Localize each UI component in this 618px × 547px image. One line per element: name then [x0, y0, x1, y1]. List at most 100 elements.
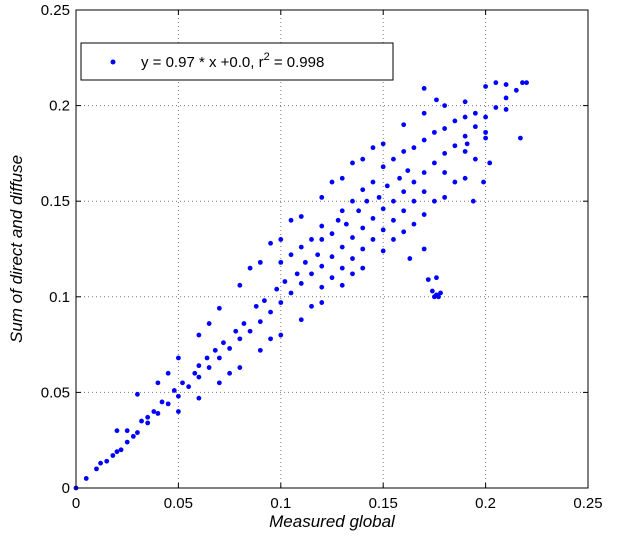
- data-point: [278, 237, 284, 242]
- data-point: [360, 187, 366, 193]
- data-point: [155, 380, 161, 386]
- data-point: [343, 221, 349, 227]
- data-point: [339, 282, 345, 288]
- data-point: [237, 365, 243, 370]
- data-point: [196, 395, 202, 401]
- x-tick-label: 0: [72, 495, 80, 512]
- data-point: [114, 449, 120, 455]
- data-point: [298, 214, 304, 219]
- y-axis-title: Sum of direct and diffuse: [7, 155, 26, 343]
- data-point: [493, 80, 499, 86]
- data-point: [268, 336, 273, 342]
- data-points: [73, 80, 529, 491]
- plot-frame: [75, 9, 589, 489]
- data-point: [298, 244, 304, 250]
- data-point: [411, 179, 417, 185]
- data-point: [216, 355, 222, 361]
- data-point: [503, 107, 509, 112]
- data-point: [356, 208, 362, 214]
- data-point: [452, 143, 458, 149]
- data-point: [380, 248, 386, 254]
- data-point: [212, 347, 218, 353]
- data-point: [483, 114, 488, 120]
- data-point: [319, 300, 325, 305]
- data-point: [432, 129, 437, 135]
- data-point: [380, 227, 386, 233]
- data-point: [429, 288, 435, 294]
- grid-lines: [76, 10, 588, 488]
- data-point: [104, 458, 110, 464]
- data-point: [159, 399, 165, 405]
- data-point: [364, 198, 370, 204]
- data-point: [483, 135, 488, 141]
- data-point: [241, 321, 247, 326]
- data-point: [350, 235, 355, 240]
- data-point: [462, 114, 468, 120]
- data-point: [329, 275, 335, 281]
- data-point: [503, 95, 509, 101]
- data-point: [401, 189, 407, 195]
- data-point: [237, 336, 243, 342]
- data-point: [135, 430, 140, 435]
- data-point: [294, 271, 300, 277]
- data-point: [370, 145, 376, 151]
- data-point: [282, 279, 288, 284]
- data-point: [309, 271, 314, 277]
- legend-marker: [110, 59, 116, 65]
- data-point: [493, 105, 499, 110]
- data-point: [380, 141, 386, 147]
- axis-ticks: [75, 9, 589, 489]
- y-tick-label: 0: [62, 480, 70, 497]
- data-point: [204, 355, 210, 361]
- data-point: [319, 263, 325, 269]
- data-point: [421, 189, 427, 195]
- data-point: [288, 217, 294, 223]
- data-point: [442, 194, 448, 200]
- data-point: [472, 124, 478, 130]
- plot-background: [76, 10, 588, 488]
- data-point: [462, 133, 468, 139]
- data-point: [370, 179, 376, 185]
- y-tick-label: 0.15: [41, 193, 70, 210]
- data-point: [452, 118, 458, 124]
- data-point: [262, 298, 267, 304]
- y-tick-label: 0.2: [49, 98, 70, 115]
- data-point: [350, 160, 355, 166]
- data-point: [462, 99, 468, 105]
- data-point: [442, 103, 448, 108]
- data-point: [503, 82, 509, 87]
- data-point: [247, 265, 253, 271]
- data-point: [350, 198, 355, 204]
- x-tick-label: 0.1: [270, 495, 291, 512]
- legend-label: y = 0.97 * x +0.0, r2 = 0.998: [141, 51, 324, 71]
- data-point: [421, 110, 427, 116]
- data-point: [216, 305, 222, 311]
- data-point: [524, 80, 529, 86]
- data-point: [268, 309, 273, 315]
- data-point: [216, 380, 222, 386]
- data-point: [237, 282, 243, 288]
- data-point: [288, 252, 294, 258]
- data-point: [442, 170, 448, 175]
- data-point: [329, 179, 335, 185]
- data-point: [421, 85, 427, 91]
- data-point: [319, 237, 325, 242]
- data-point: [274, 286, 280, 292]
- data-point: [464, 141, 470, 147]
- data-point: [391, 217, 396, 223]
- data-point: [380, 206, 386, 212]
- data-point: [186, 384, 192, 390]
- data-point: [350, 271, 355, 277]
- data-point: [309, 237, 314, 242]
- data-point: [360, 246, 366, 252]
- data-point: [421, 246, 427, 252]
- data-point: [401, 149, 407, 154]
- y-tick-label: 0.05: [41, 384, 70, 401]
- data-point: [483, 129, 488, 135]
- data-point: [298, 317, 304, 323]
- data-point: [407, 256, 413, 261]
- data-point: [350, 256, 355, 261]
- data-point: [124, 439, 130, 445]
- data-point: [135, 391, 140, 397]
- data-point: [257, 347, 263, 353]
